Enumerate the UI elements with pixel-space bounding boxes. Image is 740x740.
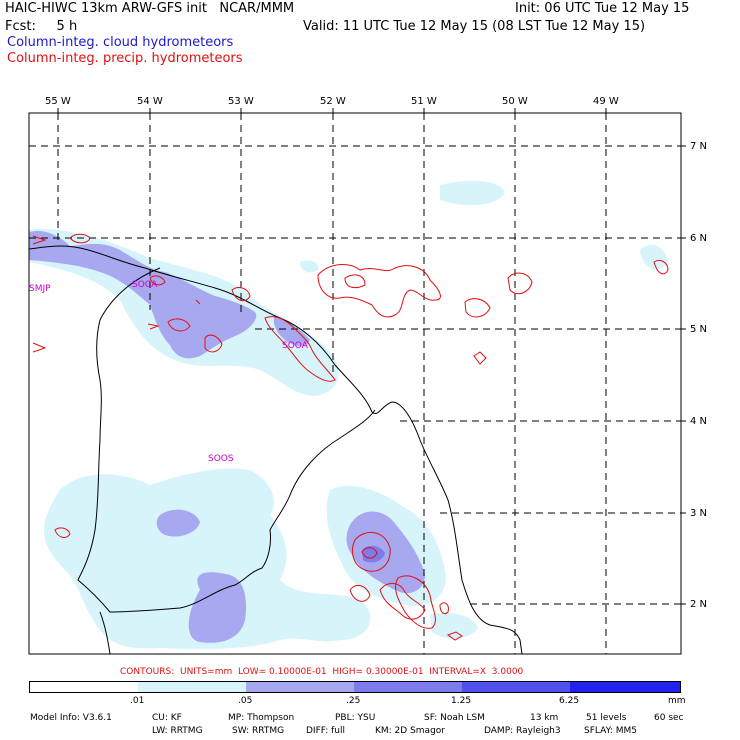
forecast-hour: Fcst: 5 h (5, 19, 78, 34)
lon-label: 50 W (502, 96, 528, 107)
legend-units: mm (668, 696, 686, 706)
hydrometeor-shading (29, 180, 668, 650)
coastline (29, 245, 523, 654)
lon-label: 54 W (137, 96, 163, 107)
model-info: PBL: YSU (335, 713, 376, 723)
legend-swatch (30, 682, 138, 692)
legend-swatch (138, 682, 246, 692)
contours-info: CONTOURS: UNITS=mm LOW= 0.10000E-01 HIGH… (120, 667, 524, 677)
station-label: SOCA (132, 280, 158, 290)
model-info: 60 sec (654, 713, 684, 723)
station-label: SOOS (208, 454, 234, 464)
model-info: KM: 2D Smagor (375, 726, 445, 736)
lat-label: 5 N (690, 324, 708, 335)
model-info: SFLAY: MM5 (584, 726, 638, 736)
lat-label: 4 N (690, 416, 708, 427)
model-info: DAMP: Rayleigh3 (484, 726, 561, 736)
lon-label: 55 W (45, 96, 71, 107)
legend-tick: .05 (238, 696, 253, 706)
map-frame (28, 112, 682, 655)
model-info: CU: KF (152, 713, 182, 723)
model-info: DIFF: full (306, 726, 346, 736)
legend-tick: 1.25 (451, 696, 472, 706)
lat-lon-grid (29, 113, 681, 654)
legend-tick: .01 (130, 696, 145, 706)
model-info: LW: RRTMG (152, 726, 203, 736)
lon-label: 53 W (228, 96, 254, 107)
precip-contours (32, 233, 669, 641)
model-info: 13 km (530, 713, 559, 723)
lon-label: 51 W (411, 96, 437, 107)
legend-swatch (570, 682, 680, 692)
legend-swatch (354, 682, 462, 692)
model-info: SF: Noah LSM (424, 713, 485, 723)
plot-title: HAIC-HIWC 13km ARW-GFS init NCAR/MMM (5, 1, 295, 16)
init-time: Init: 06 UTC Tue 12 May 15 (515, 1, 690, 16)
legend-tick: .25 (346, 696, 361, 706)
model-info: SW: RRTMG (232, 726, 285, 736)
lat-label: 6 N (690, 233, 708, 244)
legend-swatch (246, 682, 354, 692)
lat-label: 7 N (690, 141, 708, 152)
station-label: SOOA (282, 341, 308, 351)
model-info: 51 levels (586, 713, 627, 723)
model-info: Model Info: V3.6.1 (30, 713, 112, 723)
lat-label: 3 N (690, 508, 708, 519)
legend-tick: 6.25 (559, 696, 580, 706)
field-cloud-label: Column-integ. cloud hydrometeors (7, 35, 234, 50)
model-info: MP: Thompson (228, 713, 295, 723)
station-label: SMJP (29, 284, 51, 294)
legend-swatch (462, 682, 570, 692)
lat-label: 2 N (690, 599, 708, 610)
field-precip-label: Column-integ. precip. hydrometeors (7, 51, 243, 66)
valid-time: Valid: 11 UTC Tue 12 May 15 (08 LST Tue … (303, 19, 646, 34)
color-legend (29, 681, 681, 693)
lon-label: 49 W (593, 96, 619, 107)
lon-label: 52 W (320, 96, 346, 107)
